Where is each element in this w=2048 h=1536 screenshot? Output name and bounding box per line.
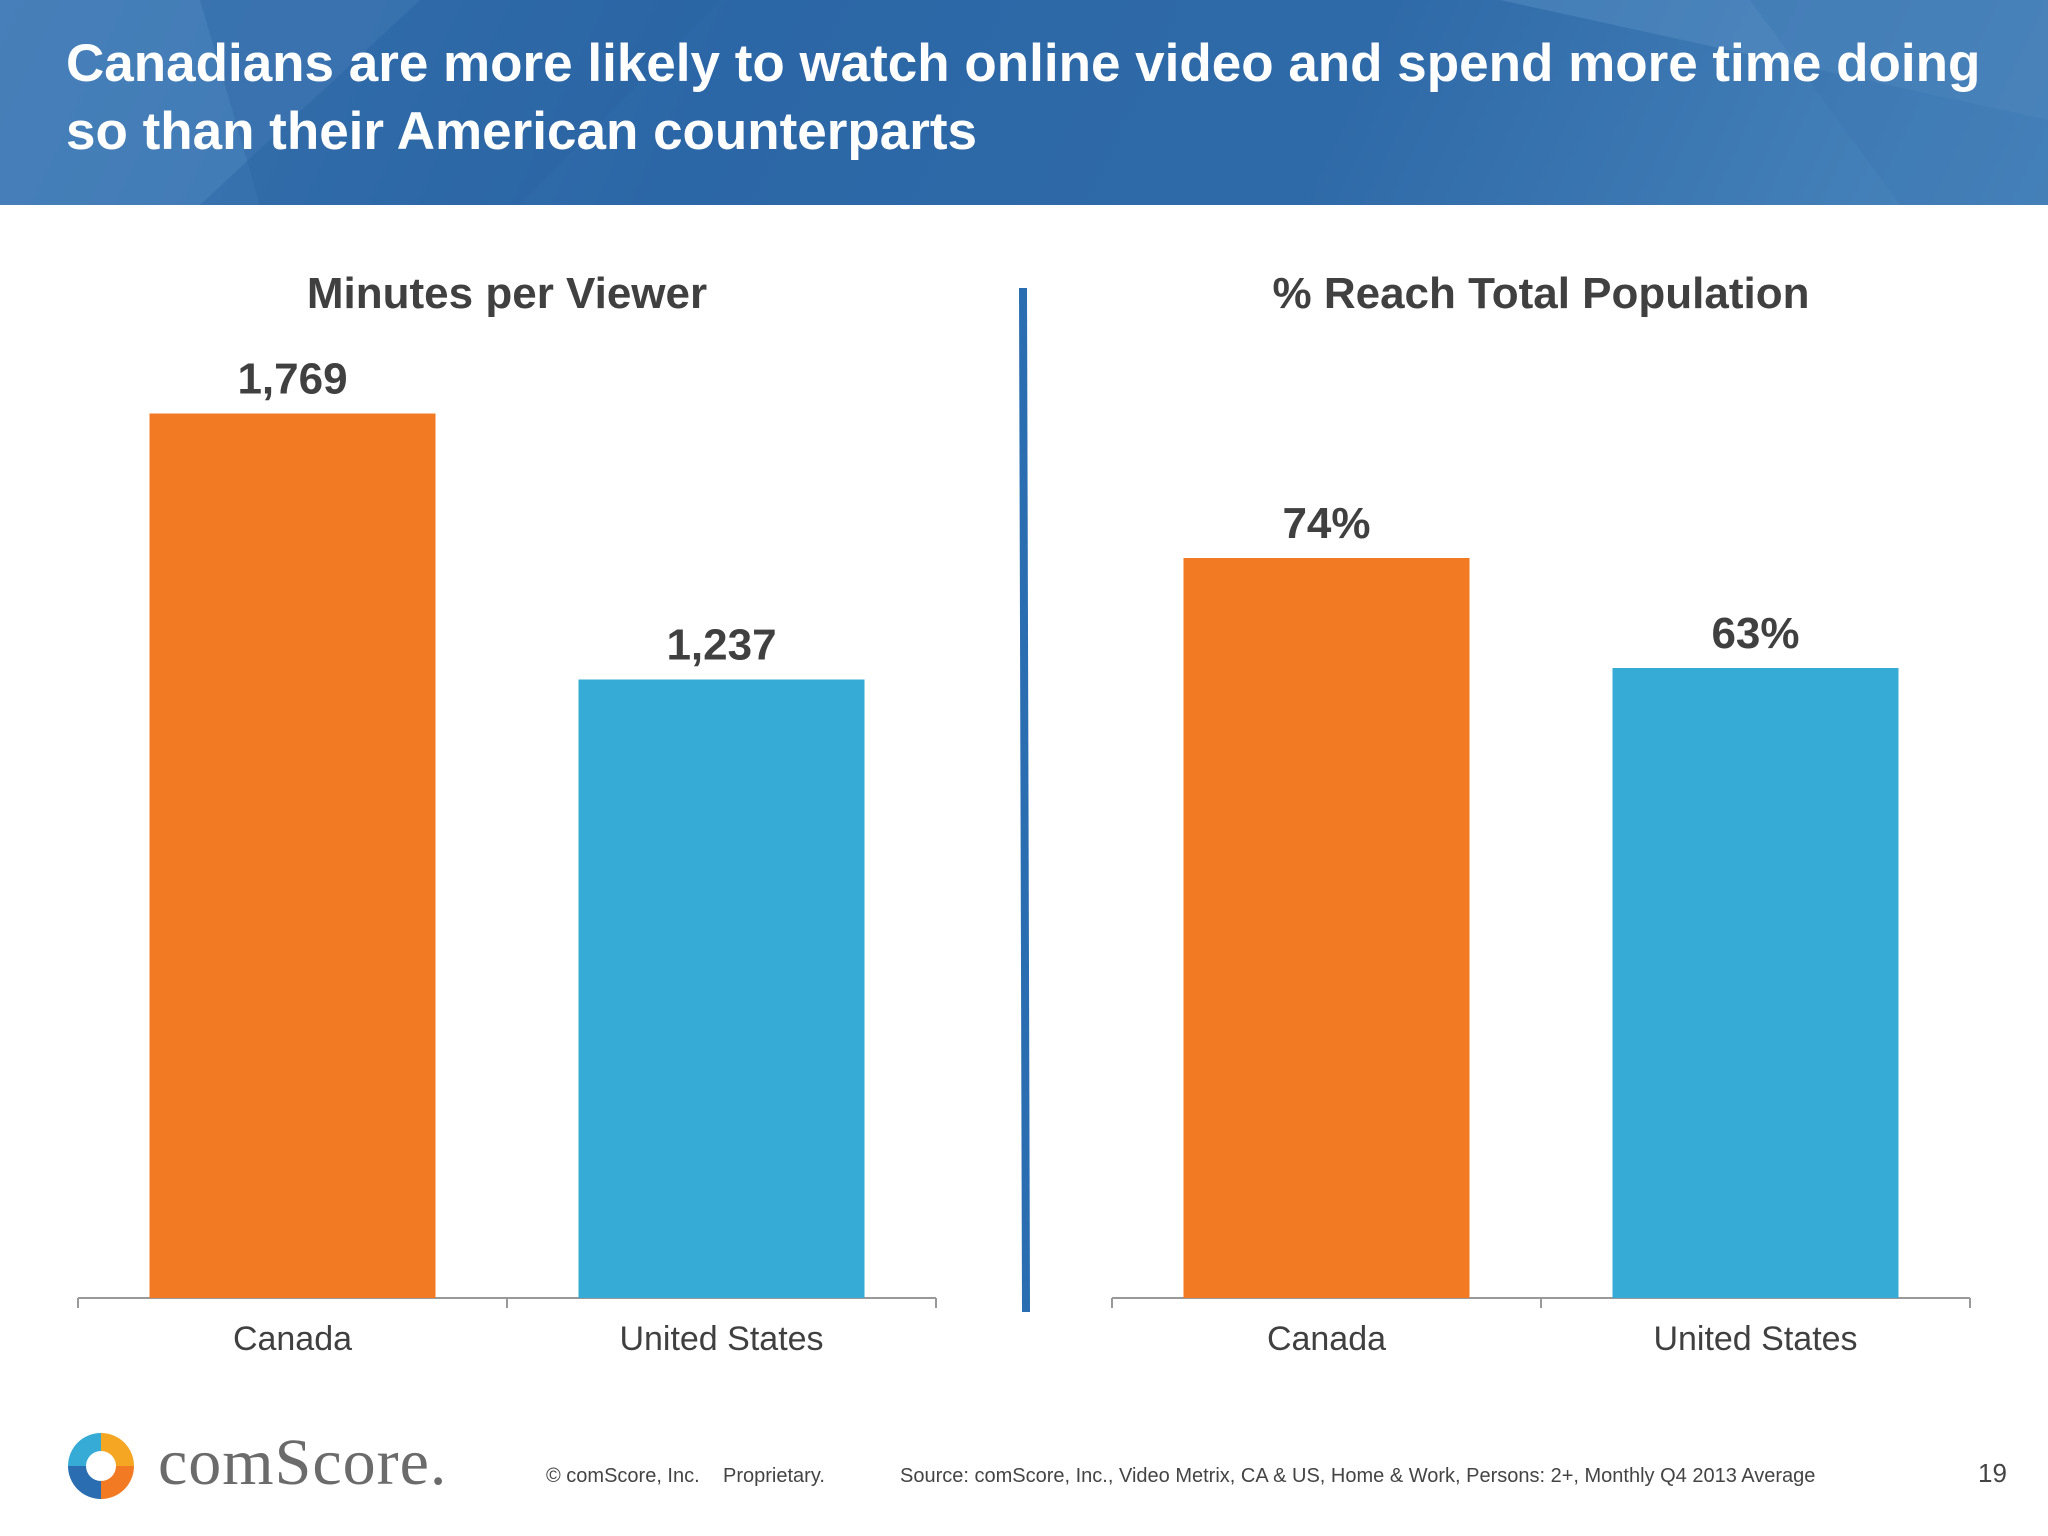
chart-2-bar-united-states (1612, 668, 1899, 1298)
chart-1-title: Minutes per Viewer (307, 269, 707, 318)
comscore-logo: comScore. (66, 1425, 486, 1505)
slide-header: Canadians are more likely to watch onlin… (0, 0, 2048, 205)
bar-charts: Minutes per Viewer 1,769 Canada 1,237 United… (77, 269, 1971, 1358)
chart-divider (1019, 287, 1030, 1313)
footer-copyright: © comScore, Inc. (546, 1465, 700, 1487)
footer-source: Source: comScore, Inc., Video Metrix, CA… (900, 1465, 1816, 1487)
page-number: 19 (1978, 1458, 2007, 1488)
chart-2-title: % Reach Total Population (1272, 269, 1809, 318)
chart-1-category-label: United States (619, 1320, 823, 1358)
chart-2-data-label: 63% (1711, 609, 1799, 658)
chart-1-bar-canada (149, 413, 436, 1298)
chart-2-category-label: United States (1653, 1320, 1857, 1358)
chart-1-data-label: 1,769 (237, 355, 347, 404)
chart-1-category-label: Canada (233, 1320, 352, 1358)
chart-2-category-label: Canada (1267, 1320, 1386, 1358)
comscore-logo-icon (68, 1433, 134, 1499)
header-background-facets (0, 0, 2048, 205)
chart-1-bar-united-states (578, 679, 865, 1298)
chart-2-data-label: 74% (1282, 499, 1370, 548)
comscore-logo-text: comScore. (158, 1426, 448, 1499)
footer-proprietary: Proprietary. (723, 1465, 825, 1487)
chart-1-data-label: 1,237 (666, 621, 776, 670)
chart-2-bar-canada (1183, 558, 1470, 1298)
slide-title: Canadians are more likely to watch onlin… (66, 34, 1981, 161)
